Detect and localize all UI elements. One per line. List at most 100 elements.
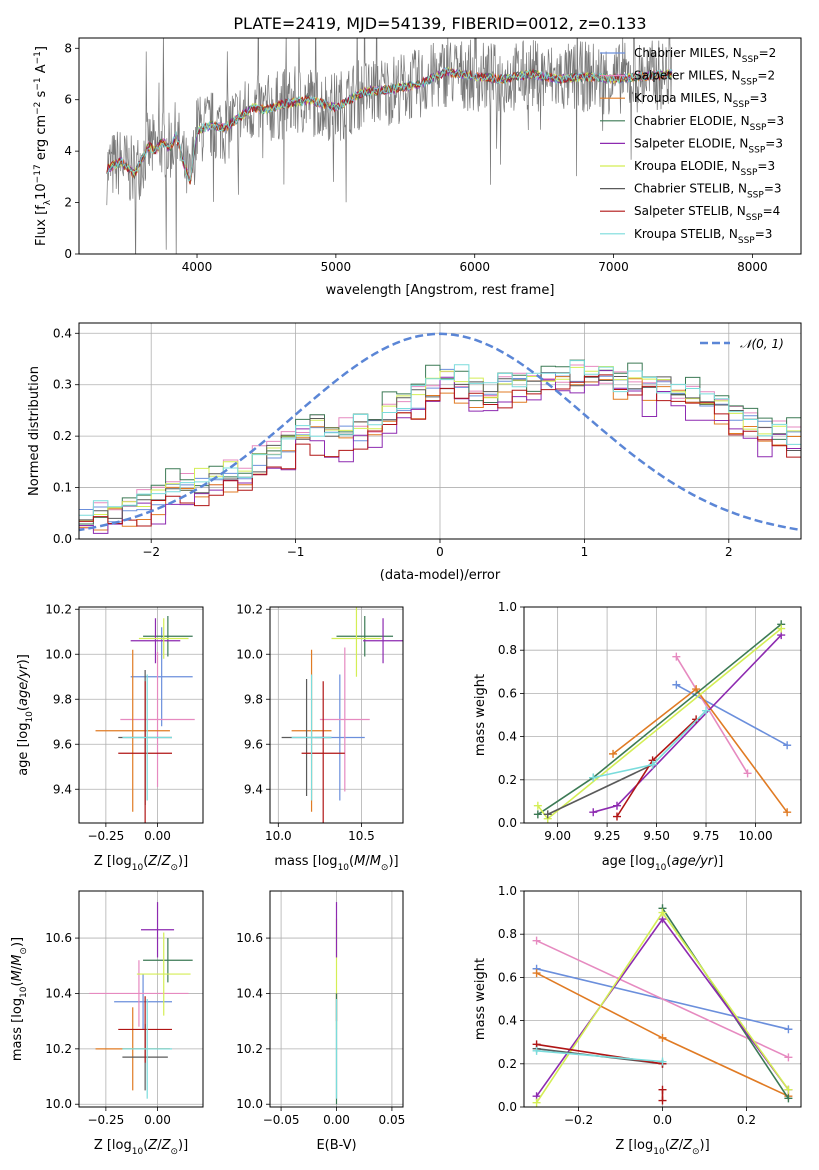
legend-label-kroupa_elodie: Kroupa ELODIE, NSSP=3 [634, 159, 775, 178]
y-tick-label: 0.0 [498, 816, 517, 830]
chart-title: PLATE=2419, MJD=54139, FIBERID=0012, z=0… [233, 14, 646, 33]
weight-marker-chabrier_miles [672, 680, 681, 689]
x-axis-label: Z [log10(Z/Z⊙)] [94, 854, 188, 873]
legend-text: Kroupa STELIB, N [634, 227, 738, 241]
errorbar-plot-area [95, 616, 195, 823]
y-tick-label: 0.0 [53, 532, 72, 546]
legend-tail: =4 [763, 204, 781, 218]
label-part: M [354, 854, 365, 869]
weight-vs-age-panel: 9.00 9.25 9.50 9.75 10.00 0.0 0.2 0.4 0.6 0.8 1.0 m… [473, 600, 802, 873]
y-tick-label: 1.0 [498, 884, 517, 898]
label-part: ( [665, 1138, 670, 1153]
legend-label-salpeter_elodie: Salpeter ELODIE, NSSP=3 [634, 136, 783, 155]
y-tick-label: 10.4 [45, 986, 72, 1000]
weight-marker-kroupa_miles [658, 1033, 667, 1042]
legend-sub: SSP [750, 123, 767, 133]
x-tick-label: 10.0 [265, 829, 292, 843]
legend-tail: =3 [765, 136, 783, 150]
y-tick-label: 1.0 [498, 600, 517, 614]
y-tick-label: 0.6 [498, 686, 517, 700]
histogram-chabrier_miles [79, 368, 801, 523]
y-tick-label: 4 [64, 144, 72, 158]
mass-vs-ebv-panel: −0.05 0.00 0.05 10.0 10.2 10.4 10.6 E(B-V) [236, 890, 405, 1153]
x-axis-label: age [log10(age/yr)] [602, 854, 724, 873]
y-tick-label: 0.4 [498, 1014, 517, 1028]
y-tick-label: 10.2 [45, 602, 72, 616]
label-part: ⊙ [170, 863, 178, 873]
y-tick-label: 10.0 [45, 647, 72, 661]
y-tick-label: 8 [64, 41, 72, 55]
x-tick-label: 0.00 [323, 1113, 350, 1127]
y-tick-label: 10.0 [236, 647, 263, 661]
y-axis-label: mass weight [473, 958, 488, 1040]
label-part: )] [388, 854, 398, 869]
label-part: mass [log [10, 998, 25, 1061]
weight-marker-kroupa_miles [532, 969, 541, 978]
y-axis-label: Normed distribution [27, 366, 42, 496]
x-axis-label: (data-model)/error [380, 568, 501, 583]
x-tick-label: −0.2 [564, 1113, 593, 1127]
label-part: Z [147, 854, 158, 869]
histogram-salpeter_elodie [79, 370, 801, 534]
y-tick-label: 0.1 [53, 481, 72, 495]
legend-label-chabrier_stelib: Chabrier STELIB, NSSP=3 [634, 182, 782, 201]
label-part: 10 [655, 863, 667, 873]
label-part: ( [666, 854, 671, 869]
y-tick-label: 0.2 [498, 773, 517, 787]
x-tick-label: 9.25 [594, 829, 621, 843]
legend-text: Chabrier STELIB, N [634, 182, 747, 196]
legend-label-kroupa_stelib: Kroupa STELIB, NSSP=3 [634, 227, 772, 246]
x-tick-label: 10.00 [738, 829, 772, 843]
y-tick-label: 0.8 [498, 643, 517, 657]
y-tick-label: 0.8 [498, 927, 517, 941]
label-part: ⊙ [692, 1147, 700, 1157]
y-tick-label: 9.8 [244, 692, 263, 706]
legend-sub: SSP [748, 145, 765, 155]
weight-marker-salpeter_elodie [589, 808, 598, 817]
axes-frame [523, 606, 802, 824]
x-axis-label: Z [log10(Z/Z⊙)] [94, 1138, 188, 1157]
weight-marker-kroupa_stelib [589, 773, 598, 782]
label-part: A [34, 64, 49, 77]
y-tick-label: 10.4 [236, 986, 263, 1000]
x-tick-label: −0.25 [87, 829, 124, 843]
weight-line-salpeter_stelib [536, 1043, 663, 1065]
label-part: λ [43, 199, 53, 205]
y-tick-label: 10.0 [45, 1097, 72, 1111]
axes-frame [269, 890, 404, 1108]
label-part: )] [16, 654, 31, 664]
y-tick-label: 10.6 [45, 931, 72, 945]
label-part: )] [178, 1138, 188, 1153]
label-part: ( [349, 854, 354, 869]
label-part: Z [682, 1138, 693, 1153]
weight-marker-salpeter_elodie [612, 801, 621, 810]
x-tick-label: 1 [581, 545, 589, 559]
y-tick-label: 0.4 [498, 730, 517, 744]
legend-label-salpeter_stelib: Salpeter STELIB, NSSP=4 [634, 204, 780, 223]
y-tick-label: 9.4 [53, 782, 72, 796]
x-axis-label: mass [log10(M/M⊙)] [274, 854, 398, 873]
label-part: 10 [25, 711, 35, 723]
y-tick-label: 6 [64, 93, 72, 107]
weight-marker-salpeter_stelib [612, 812, 621, 821]
label-part: age [log [602, 854, 655, 869]
weight-marker-chabrier_miles [784, 1025, 793, 1034]
weight-marker-chabrier_elodie [533, 810, 542, 819]
y-tick-label: 0 [64, 247, 72, 261]
residual-plot-area [79, 332, 801, 534]
y-tick-label: 10.0 [236, 1097, 263, 1111]
x-tick-label: 9.00 [544, 829, 571, 843]
label-part: Z [log [615, 1138, 653, 1153]
label-part: M [10, 955, 25, 966]
x-axis-label: Z [log10(Z/Z⊙)] [615, 1138, 709, 1157]
legend-tail: =2 [759, 46, 777, 60]
label-part: ( [10, 981, 25, 986]
x-tick-label: 4000 [182, 260, 213, 274]
weight-line-salpeter_miles [675, 656, 749, 774]
legend-tail: =3 [764, 182, 782, 196]
label-part: )] [713, 854, 723, 869]
x-tick-label: −0.05 [263, 1113, 300, 1127]
weight-marker-salpeter_miles [743, 769, 752, 778]
